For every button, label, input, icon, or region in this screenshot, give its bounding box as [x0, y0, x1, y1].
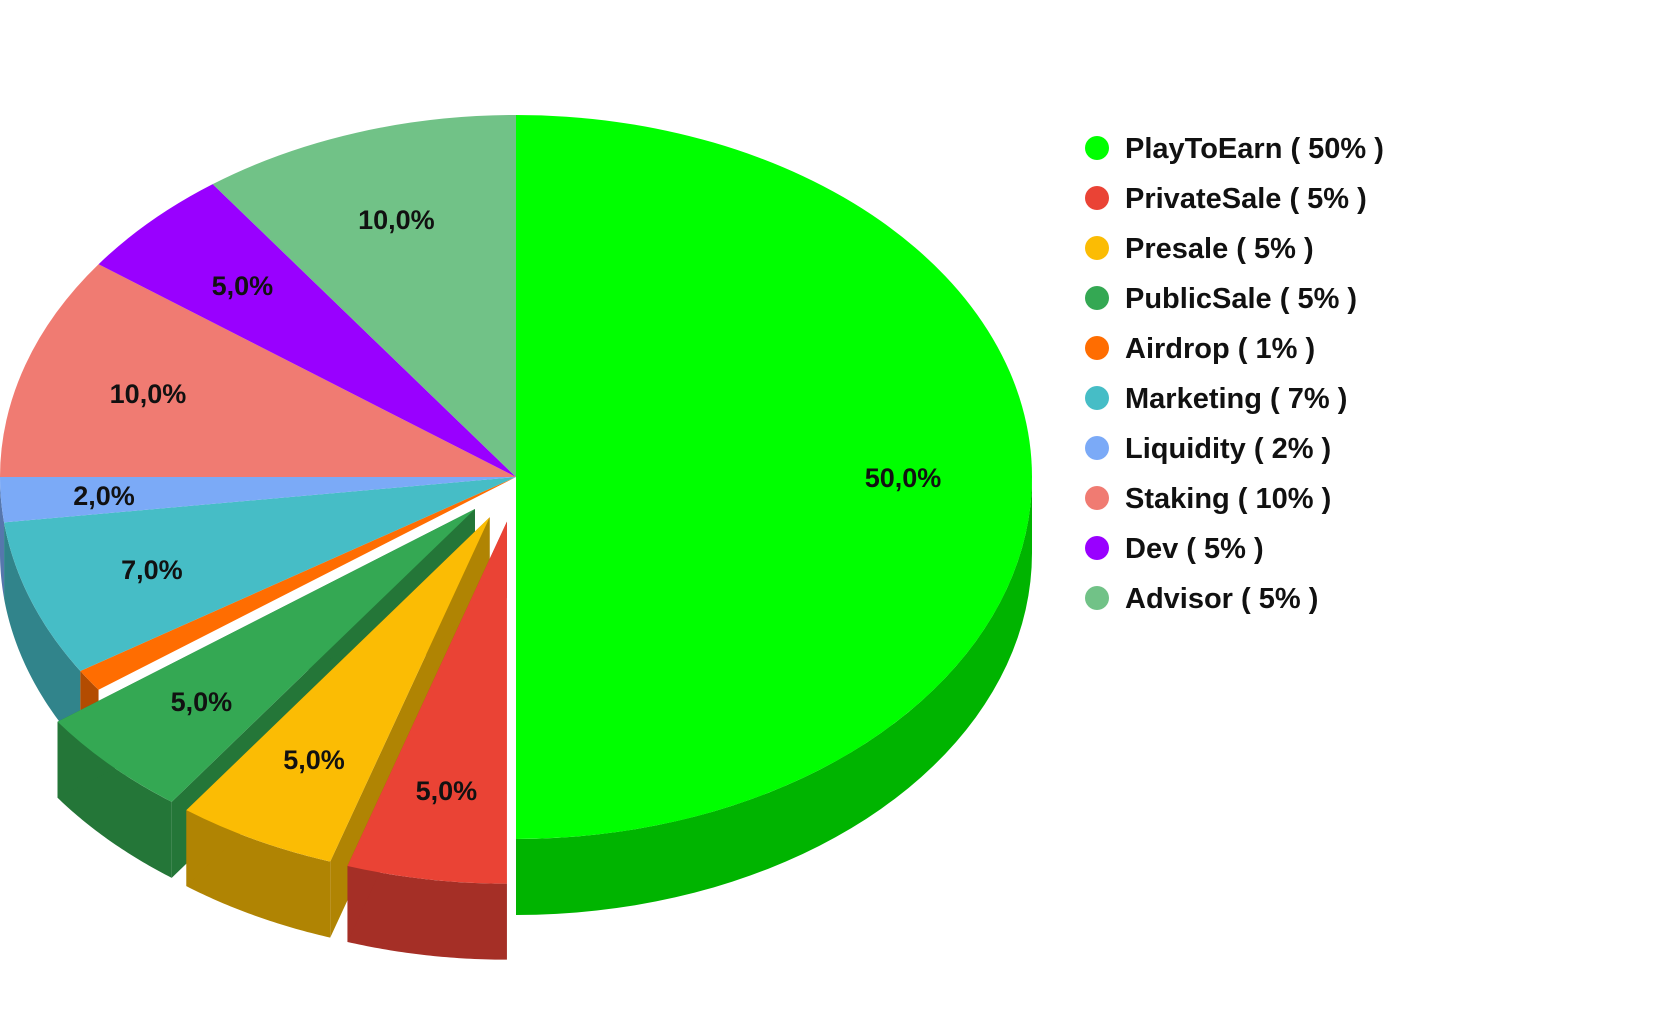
legend-label-airdrop: Airdrop ( 1% ): [1125, 333, 1315, 365]
data-label-playtoearn: 50,0%: [865, 463, 942, 493]
slice-liquidity: [0, 477, 516, 523]
data-label-publicsale: 5,0%: [171, 687, 233, 717]
legend-swatch-staking: [1085, 486, 1109, 510]
legend-item-liquidity: Liquidity ( 2% ): [1085, 433, 1331, 465]
legend-item-publicsale: PublicSale ( 5% ): [1085, 283, 1357, 315]
legend-item-staking: Staking ( 10% ): [1085, 483, 1331, 515]
legend-label-privatesale: PrivateSale ( 5% ): [1125, 183, 1367, 215]
legend-swatch-privatesale: [1085, 186, 1109, 210]
slice-staking: [0, 264, 516, 477]
legend-item-dev: Dev ( 5% ): [1085, 533, 1264, 565]
legend-swatch-playtoearn: [1085, 136, 1109, 160]
slice-side-marketing: [4, 522, 81, 747]
data-label-liquidity: 2,0%: [73, 481, 135, 511]
slice-marketing: [4, 477, 516, 671]
slice-side-privatesale: [347, 865, 507, 960]
legend-label-publicsale: PublicSale ( 5% ): [1125, 283, 1357, 315]
slice-airdrop: [80, 477, 516, 690]
legend-label-marketing: Marketing ( 7% ): [1125, 383, 1347, 415]
legend-swatch-dev: [1085, 536, 1109, 560]
legend-item-airdrop: Airdrop ( 1% ): [1085, 333, 1315, 365]
slice-side-playtoearn: [516, 477, 1032, 915]
legend-item-presale: Presale ( 5% ): [1085, 233, 1314, 265]
data-label-dev: 5,0%: [212, 271, 274, 301]
legend-swatch-advisor: [1085, 586, 1109, 610]
legend-label-playtoearn: PlayToEarn ( 50% ): [1125, 133, 1384, 165]
legend-label-presale: Presale ( 5% ): [1125, 233, 1314, 265]
legend-swatch-presale: [1085, 236, 1109, 260]
data-label-advisor: 10,0%: [358, 205, 435, 235]
slice-dev: [98, 184, 517, 477]
slice-side-liquidity: [0, 477, 5, 599]
pie-slices: [0, 115, 1032, 884]
legend-item-playtoearn: PlayToEarn ( 50% ): [1085, 133, 1384, 165]
slice-advisor: [212, 115, 516, 477]
legend-swatch-publicsale: [1085, 286, 1109, 310]
legend-label-advisor: Advisor ( 5% ): [1125, 583, 1318, 615]
data-label-marketing: 7,0%: [121, 555, 183, 585]
data-label-presale: 5,0%: [283, 745, 345, 775]
legend-swatch-liquidity: [1085, 436, 1109, 460]
slice-privatesale: [347, 521, 507, 884]
legend-label-liquidity: Liquidity ( 2% ): [1125, 433, 1331, 465]
data-label-staking: 10,0%: [110, 379, 187, 409]
data-label-privatesale: 5,0%: [416, 776, 478, 806]
pie-data-labels: 50,0% 5,0% 5,0% 5,0% 7,0% 2,0% 10,0% 5,0% 10,0%: [73, 205, 941, 806]
slice-playtoearn: [516, 115, 1032, 839]
legend-item-privatesale: PrivateSale ( 5% ): [1085, 183, 1367, 215]
legend: PlayToEarn ( 50% ) PrivateSale ( 5% ) Pres…: [1085, 133, 1384, 615]
legend-label-dev: Dev ( 5% ): [1125, 533, 1264, 565]
slice-presale: [186, 517, 490, 862]
legend-swatch-marketing: [1085, 386, 1109, 410]
legend-swatch-airdrop: [1085, 336, 1109, 360]
legend-label-staking: Staking ( 10% ): [1125, 483, 1331, 515]
slice-publicsale: [57, 508, 475, 802]
legend-item-marketing: Marketing ( 7% ): [1085, 383, 1347, 415]
legend-item-advisor: Advisor ( 5% ): [1085, 583, 1318, 615]
